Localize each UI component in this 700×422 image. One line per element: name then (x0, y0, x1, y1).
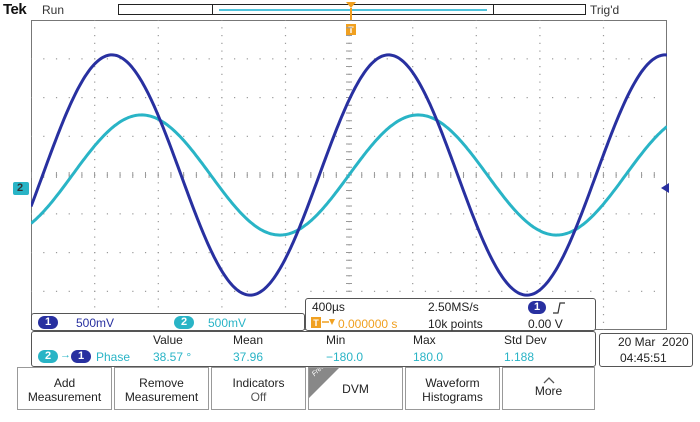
free-corner-icon (309, 368, 339, 398)
ch1-scale[interactable]: 500mV (76, 316, 115, 330)
more-button[interactable]: More (502, 367, 595, 410)
meas-mean: 37.96 (233, 350, 264, 364)
col-header-max: Max (413, 333, 436, 347)
softkey-label-line2: Measurement (124, 390, 199, 404)
timebase-panel: 400µs 2.50MS/s 1 T 0.000000 s 10k points… (305, 298, 596, 331)
ch2-ground-label: 2 (17, 182, 24, 194)
meas-max: 180.0 (413, 350, 444, 364)
dvm-button[interactable]: Free DVM (308, 367, 403, 410)
softkey-label-line1: Waveform (425, 376, 480, 390)
softkey-label-line1: Remove (139, 376, 184, 390)
record-length: 10k points (428, 317, 483, 331)
status-bar: Tek Run T Trig'd (0, 0, 700, 35)
col-header-value: Value (153, 333, 183, 347)
arrow-right-icon: → (60, 349, 71, 361)
acquisition-state: Run (42, 3, 65, 17)
horizontal-scale[interactable]: 400µs (312, 300, 345, 314)
ch2-badge[interactable]: 2 (174, 316, 194, 329)
trigger-level[interactable]: 0.00 V (528, 317, 563, 331)
meas-type: Phase (96, 350, 131, 364)
softkey-label-line1: Indicators (232, 376, 285, 390)
rising-edge-icon (553, 302, 565, 314)
trigger-marker-label: T (348, 25, 354, 35)
meas-std-dev: 1.188 (504, 350, 535, 364)
date: 20 Mar 2020 (618, 335, 689, 349)
graticule (31, 20, 667, 330)
chevron-up-icon (543, 377, 554, 384)
measurement-panel[interactable]: Value Mean Min Max Std Dev 2 → 1 Phase 3… (31, 331, 596, 367)
ch2-waveform (31, 113, 667, 237)
softkey-label-line1: Add (53, 376, 76, 390)
waveform-histograms-button[interactable]: Waveform Histograms (405, 367, 500, 410)
col-header-min: Min (326, 333, 346, 347)
meas-min: −180.0 (326, 350, 364, 364)
softkey-label-line2: Measurement (27, 390, 102, 404)
col-header-mean: Mean (233, 333, 264, 347)
trigger-level-icon (661, 183, 669, 193)
trigger-status: Trig'd (590, 3, 620, 17)
ch1-badge[interactable]: 1 (38, 316, 58, 329)
trigger-position-icon: T (346, 2, 356, 35)
time: 04:45:51 (620, 351, 667, 365)
svg-text:T: T (313, 318, 319, 328)
sample-rate: 2.50MS/s (428, 300, 479, 314)
meas-source-b-badge: 1 (71, 350, 91, 363)
waveform-display[interactable] (31, 20, 667, 330)
indicators-state: Off (250, 390, 267, 404)
trigger-source-badge[interactable]: 1 (528, 301, 546, 314)
trigger-position[interactable]: 0.000000 s (338, 317, 398, 331)
channel-scale-panel: 1 500mV 2 500mV (31, 313, 305, 331)
ch2-scale[interactable]: 500mV (208, 316, 247, 330)
meas-source-a-badge: 2 (38, 350, 58, 363)
indicators-button[interactable]: Indicators Off (211, 367, 306, 410)
add-measurement-button[interactable]: Add Measurement (17, 367, 112, 410)
softkey-label-line1: DVM (342, 382, 369, 396)
trigger-position-arrow-icon: T (311, 317, 335, 328)
remove-measurement-button[interactable]: Remove Measurement (114, 367, 209, 410)
ch1-waveform (31, 53, 667, 297)
ch2-ground-marker[interactable]: 2 (13, 182, 29, 195)
col-header-std-dev: Std Dev (504, 333, 547, 347)
brand-logo: Tek (3, 1, 27, 18)
softkey-label-line1: More (534, 384, 563, 398)
softkey-label-line2: Histograms (422, 390, 483, 404)
datetime-panel[interactable]: 20 Mar 2020 04:45:51 (599, 333, 693, 367)
meas-value: 38.57 ° (153, 350, 192, 364)
